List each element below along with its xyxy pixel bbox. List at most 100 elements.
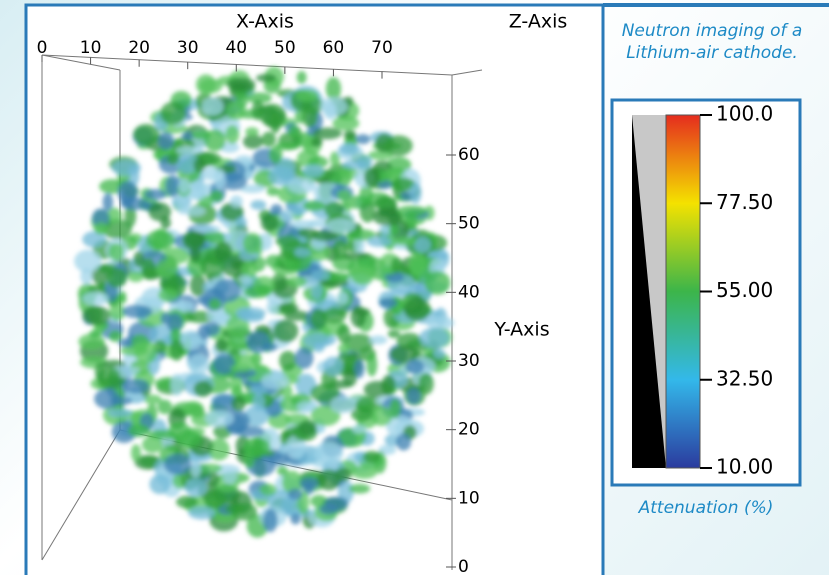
blob bbox=[369, 335, 388, 345]
blob bbox=[353, 307, 371, 316]
x-axis-label: X-Axis bbox=[236, 11, 294, 33]
blob bbox=[225, 125, 240, 144]
blob bbox=[111, 421, 137, 443]
blob bbox=[351, 264, 375, 286]
blob bbox=[252, 392, 265, 411]
blob bbox=[176, 193, 189, 215]
blob bbox=[263, 508, 278, 533]
volume-render bbox=[74, 66, 455, 538]
blob bbox=[251, 100, 264, 121]
blob bbox=[396, 205, 427, 217]
blob bbox=[273, 319, 299, 343]
blob bbox=[281, 384, 293, 400]
blob bbox=[311, 230, 339, 242]
y-tick-label: 50 bbox=[458, 214, 480, 234]
z-axis-label: Z-Axis bbox=[509, 11, 568, 33]
blob bbox=[391, 177, 416, 191]
blob bbox=[219, 172, 248, 191]
blob bbox=[408, 251, 427, 276]
x-tick-label: 40 bbox=[225, 38, 247, 58]
blob bbox=[189, 273, 207, 297]
blob bbox=[368, 150, 394, 161]
blob bbox=[175, 495, 198, 509]
blob bbox=[208, 298, 222, 311]
blob bbox=[209, 190, 224, 203]
blob bbox=[94, 222, 109, 235]
blob bbox=[145, 229, 175, 251]
colorbar-tick-label: 10.00 bbox=[716, 455, 773, 479]
blob bbox=[157, 399, 173, 415]
blob bbox=[409, 182, 422, 204]
blob bbox=[148, 202, 172, 222]
blob bbox=[212, 278, 242, 303]
blob bbox=[213, 353, 236, 375]
blob bbox=[296, 401, 315, 412]
blob bbox=[338, 343, 351, 354]
blob bbox=[160, 312, 171, 325]
blob bbox=[355, 134, 371, 145]
blob bbox=[286, 177, 317, 194]
blob bbox=[374, 195, 397, 212]
blob bbox=[225, 315, 250, 339]
blob bbox=[188, 506, 216, 520]
blob bbox=[240, 260, 258, 279]
blob bbox=[390, 345, 419, 364]
x-tick-label: 20 bbox=[128, 38, 150, 58]
blob bbox=[329, 396, 356, 414]
blob bbox=[279, 350, 297, 371]
blob bbox=[203, 489, 227, 510]
blob bbox=[214, 338, 228, 353]
blob bbox=[120, 197, 150, 210]
blob bbox=[381, 374, 396, 396]
blob bbox=[337, 324, 351, 344]
blob bbox=[243, 437, 271, 457]
blob bbox=[274, 157, 295, 182]
blob bbox=[259, 483, 277, 496]
blob bbox=[322, 307, 347, 324]
blob bbox=[279, 209, 295, 222]
x-tick-label: 70 bbox=[371, 38, 393, 58]
blob bbox=[141, 258, 156, 280]
blob bbox=[230, 353, 258, 367]
blob bbox=[384, 135, 413, 157]
blob bbox=[299, 477, 320, 490]
blob bbox=[260, 213, 279, 232]
blob bbox=[193, 157, 206, 173]
x-tick-label: 0 bbox=[37, 38, 48, 58]
blob bbox=[207, 438, 230, 461]
blob bbox=[108, 330, 123, 343]
blob bbox=[338, 142, 359, 155]
blob bbox=[109, 303, 126, 321]
blob bbox=[250, 200, 267, 210]
blob bbox=[329, 151, 340, 167]
blob bbox=[231, 502, 258, 521]
blob bbox=[343, 129, 357, 140]
blob bbox=[231, 396, 246, 412]
blob bbox=[371, 406, 393, 426]
blob bbox=[141, 436, 164, 454]
blob bbox=[214, 168, 226, 190]
blob bbox=[395, 433, 412, 451]
blob bbox=[346, 229, 376, 241]
blob bbox=[432, 348, 445, 359]
blob bbox=[324, 201, 344, 218]
blob bbox=[406, 387, 421, 405]
blob bbox=[339, 167, 360, 180]
blob bbox=[167, 153, 180, 165]
blob bbox=[230, 363, 252, 373]
y-tick-label: 30 bbox=[458, 351, 480, 371]
blob bbox=[183, 400, 204, 417]
blob bbox=[170, 373, 184, 396]
blob bbox=[269, 146, 283, 164]
blob bbox=[385, 271, 404, 283]
blob bbox=[238, 274, 252, 284]
blob bbox=[290, 513, 301, 525]
blob bbox=[378, 298, 398, 309]
blob bbox=[285, 435, 306, 459]
blob bbox=[163, 453, 192, 475]
blob bbox=[282, 470, 303, 495]
blob bbox=[111, 159, 141, 176]
blob bbox=[344, 333, 374, 353]
blob bbox=[242, 134, 264, 149]
